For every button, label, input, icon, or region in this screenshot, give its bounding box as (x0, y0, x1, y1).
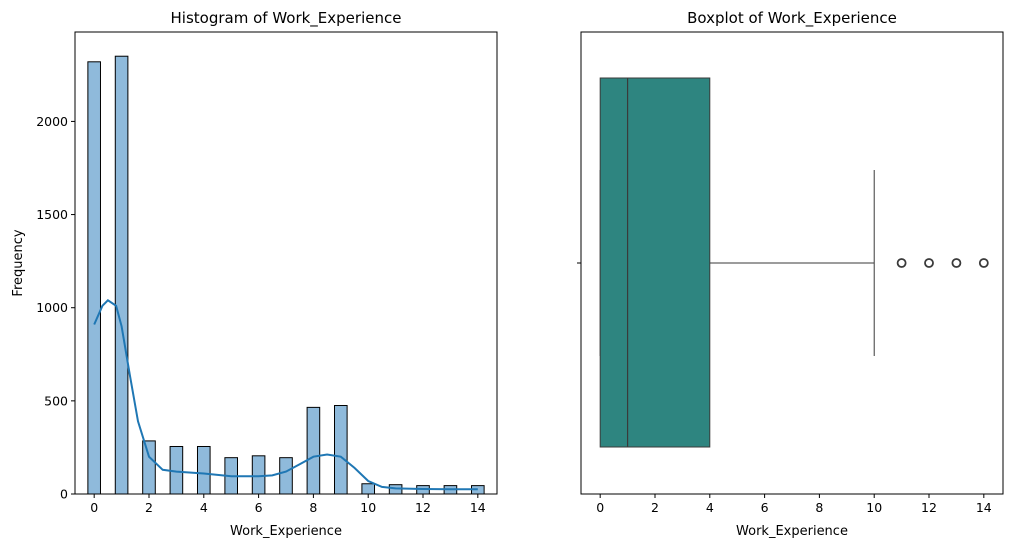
boxplot-x-tick-label: 2 (651, 500, 659, 515)
boxplot-x-label: Work_Experience (736, 524, 848, 539)
histogram-bar-0 (87, 61, 101, 495)
histogram-bar-4 (196, 445, 211, 495)
histogram-x-tick-label: 14 (470, 500, 486, 515)
boxplot-panel: Boxplot of Work_Experience 0 2 4 6 8 10 12 14 W… (577, 9, 1004, 539)
boxplot-outlier-0 (896, 258, 907, 268)
histogram-bar-2 (142, 440, 156, 495)
histogram-x-tick-label: 10 (360, 500, 376, 515)
histogram-y-tick-label: 1000 (36, 300, 68, 315)
histogram-axes-frame (74, 31, 498, 495)
histogram-bar-6 (251, 455, 266, 495)
histogram-x-tick-label: 8 (309, 500, 317, 515)
boxplot-box (599, 77, 711, 448)
histogram-y-label: Frequency (11, 229, 26, 296)
histogram-bar-7 (279, 457, 293, 495)
histogram-y-tick-label: 0 (60, 487, 68, 502)
kde-curve (93, 299, 478, 491)
histogram-bars (87, 55, 485, 495)
boxplot-outlier-3 (978, 258, 989, 268)
histogram-title: Histogram of Work_Experience (171, 9, 402, 28)
histogram-y-ticks: 0 500 1000 1500 2000 (36, 114, 75, 502)
histogram-bar-1 (114, 55, 129, 495)
boxplot-outlier-1 (924, 258, 934, 268)
boxplot-x-tick-label: 8 (815, 500, 823, 515)
boxplot-x-tick-label: 4 (706, 500, 714, 515)
histogram-y-tick-label: 2000 (36, 114, 68, 129)
histogram-panel: Histogram of Work_Experience 0 2 4 6 8 10 12 14… (11, 9, 498, 539)
boxplot-axes-frame (580, 31, 1004, 495)
boxplot-x-tick-label: 0 (596, 500, 604, 515)
boxplot-x-tick-label: 6 (761, 500, 769, 515)
histogram-y-tick-label: 500 (44, 393, 68, 408)
boxplot-x-tick-label: 12 (921, 500, 937, 515)
boxplot-outlier-2 (951, 258, 962, 268)
boxplot-x-tick-label: 10 (866, 500, 882, 515)
histogram-x-tick-label: 0 (90, 500, 98, 515)
histogram-x-tick-label: 12 (415, 500, 431, 515)
boxplot-x-tick-label: 14 (976, 500, 992, 515)
histogram-x-ticks: 0 2 4 6 8 10 12 14 (90, 494, 486, 515)
histogram-y-tick-label: 1500 (36, 207, 68, 222)
histogram-bar-8 (306, 406, 321, 495)
histogram-x-tick-label: 2 (145, 500, 153, 515)
histogram-bar-9 (334, 405, 348, 495)
histogram-bar-10 (361, 483, 376, 495)
histogram-x-tick-label: 4 (200, 500, 208, 515)
boxplot-x-ticks: 0 2 4 6 8 10 12 14 (596, 494, 992, 515)
histogram-x-label: Work_Experience (230, 524, 342, 539)
boxplot-title: Boxplot of Work_Experience (687, 9, 897, 28)
histogram-x-tick-label: 6 (255, 500, 263, 515)
boxplot-elements (599, 77, 989, 448)
